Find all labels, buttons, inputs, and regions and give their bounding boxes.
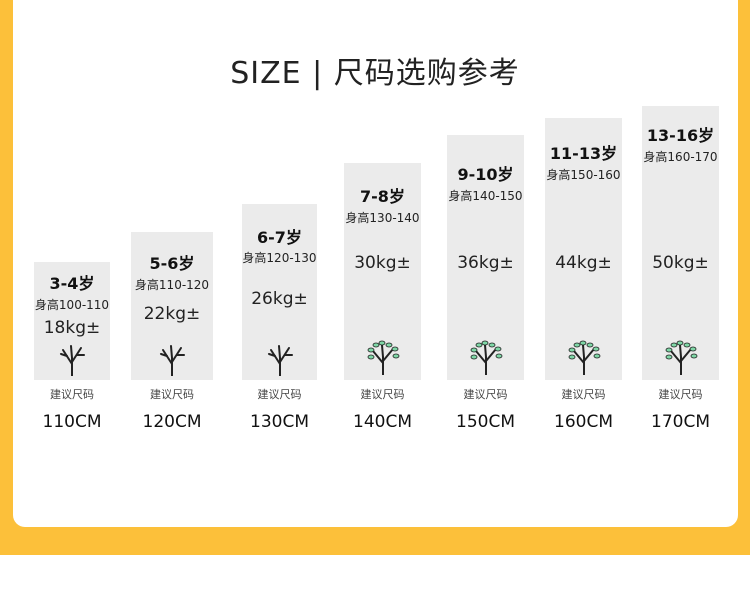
recommended-size: 110CM — [42, 412, 102, 432]
leafy-tree-icon — [566, 339, 602, 379]
weight-label: 30kg± — [354, 253, 411, 273]
recommended-size: 140CM — [353, 412, 412, 432]
age-label: 9-10岁 — [457, 165, 514, 184]
recommend-label: 建议尺码 — [463, 388, 508, 401]
height-label: 身高110-120 — [134, 278, 210, 292]
recommend-label: 建议尺码 — [561, 388, 606, 401]
recommended-size: 120CM — [142, 412, 202, 432]
leafy-tree-icon — [663, 339, 699, 379]
weight-label: 18kg± — [43, 318, 101, 338]
bare-tree-icon — [157, 342, 187, 380]
height-label: 身高100-110 — [34, 298, 110, 312]
recommend-label: 建议尺码 — [50, 388, 94, 401]
size-box — [447, 135, 524, 380]
recommended-size: 170CM — [651, 412, 710, 432]
age-label: 7-8岁 — [360, 187, 405, 206]
age-label: 3-4岁 — [49, 274, 95, 293]
weight-label: 44kg± — [555, 253, 612, 273]
size-box — [545, 118, 622, 380]
age-label: 11-13岁 — [549, 144, 618, 163]
recommend-label: 建议尺码 — [360, 388, 405, 401]
size-box — [642, 106, 719, 380]
height-label: 身高120-130 — [242, 251, 317, 265]
weight-label: 26kg± — [251, 289, 308, 309]
recommend-label: 建议尺码 — [658, 388, 703, 401]
recommended-size: 130CM — [250, 412, 309, 432]
recommend-label: 建议尺码 — [150, 388, 194, 401]
bare-tree-icon — [57, 342, 87, 380]
age-label: 5-6岁 — [149, 254, 195, 273]
weight-label: 36kg± — [457, 253, 514, 273]
weight-label: 50kg± — [652, 253, 709, 273]
bare-tree-icon — [265, 342, 295, 380]
height-label: 身高150-160 — [546, 168, 621, 182]
height-label: 身高140-150 — [448, 189, 523, 203]
page-title: SIZE | 尺码选购参考 — [230, 56, 520, 91]
age-label: 13-16岁 — [646, 126, 715, 145]
height-label: 身高130-140 — [345, 211, 420, 225]
recommended-size: 150CM — [456, 412, 515, 432]
height-label: 身高160-170 — [643, 150, 718, 164]
recommended-size: 160CM — [554, 412, 613, 432]
recommend-label: 建议尺码 — [257, 388, 302, 401]
weight-label: 22kg± — [143, 304, 201, 324]
leafy-tree-icon — [365, 339, 401, 379]
leafy-tree-icon — [468, 339, 504, 379]
age-label: 6-7岁 — [257, 228, 302, 247]
